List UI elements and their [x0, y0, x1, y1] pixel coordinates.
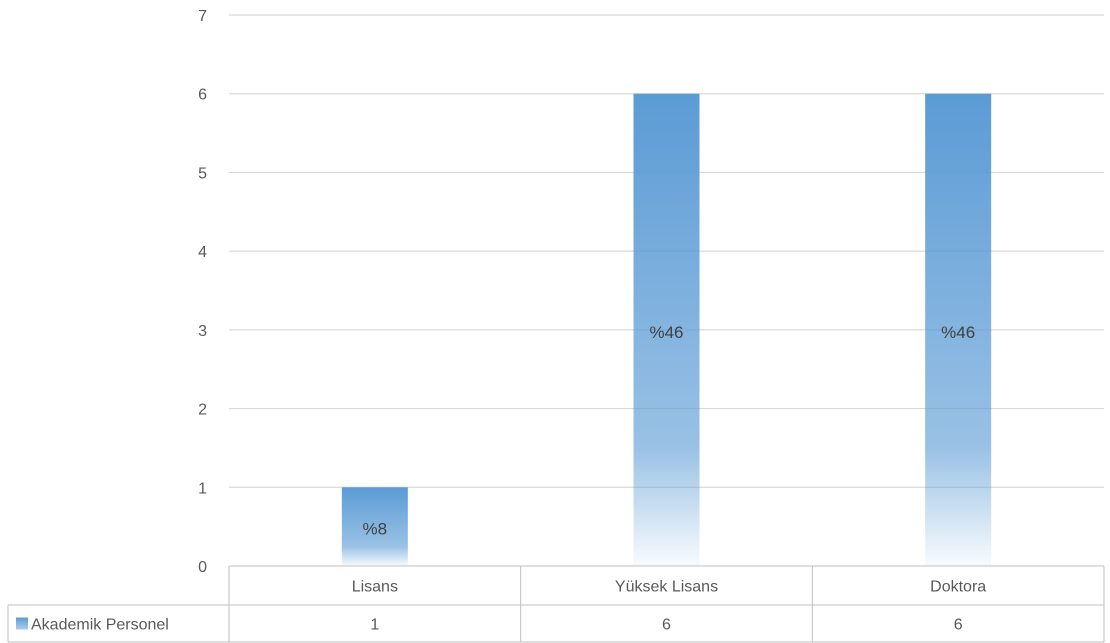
y-tick-label-0: 0	[198, 559, 207, 576]
legend-series-name: Akademik Personel	[31, 617, 169, 634]
data-labels: %8 %46 %46	[363, 323, 976, 539]
y-axis-ticks: 0 1 2 3 4 5 6 7	[198, 8, 207, 576]
bar-Yüksek Lisans	[633, 93, 700, 566]
table-value-Yüksek Lisans: 6	[662, 617, 671, 634]
data-label-Doktora: %46	[941, 323, 975, 342]
y-tick-label-7: 7	[198, 8, 207, 25]
bar-Lisans	[341, 487, 408, 566]
y-tick-label-4: 4	[198, 244, 207, 261]
y-tick-label-5: 5	[198, 165, 207, 182]
data-label-Yüksek Lisans: %46	[649, 323, 683, 342]
table-value-Doktora: 6	[954, 617, 963, 634]
x-category-label-Doktora: Doktora	[930, 579, 986, 596]
table-value-Lisans: 1	[370, 617, 379, 634]
y-tick-label-3: 3	[198, 323, 207, 340]
data-table: Lisans Yüksek Lisans Doktora Akademik Perso…	[7, 565, 1105, 643]
y-tick-label-1: 1	[198, 480, 207, 497]
legend-swatch	[16, 617, 28, 630]
bar-Doktora	[925, 93, 992, 566]
data-label-Lisans: %8	[363, 520, 388, 539]
x-category-label-Lisans: Lisans	[352, 579, 398, 596]
x-category-label-Yüksek Lisans: Yüksek Lisans	[615, 579, 718, 596]
bars	[341, 93, 992, 566]
y-tick-label-6: 6	[198, 87, 207, 104]
y-tick-label-2: 2	[198, 402, 207, 419]
